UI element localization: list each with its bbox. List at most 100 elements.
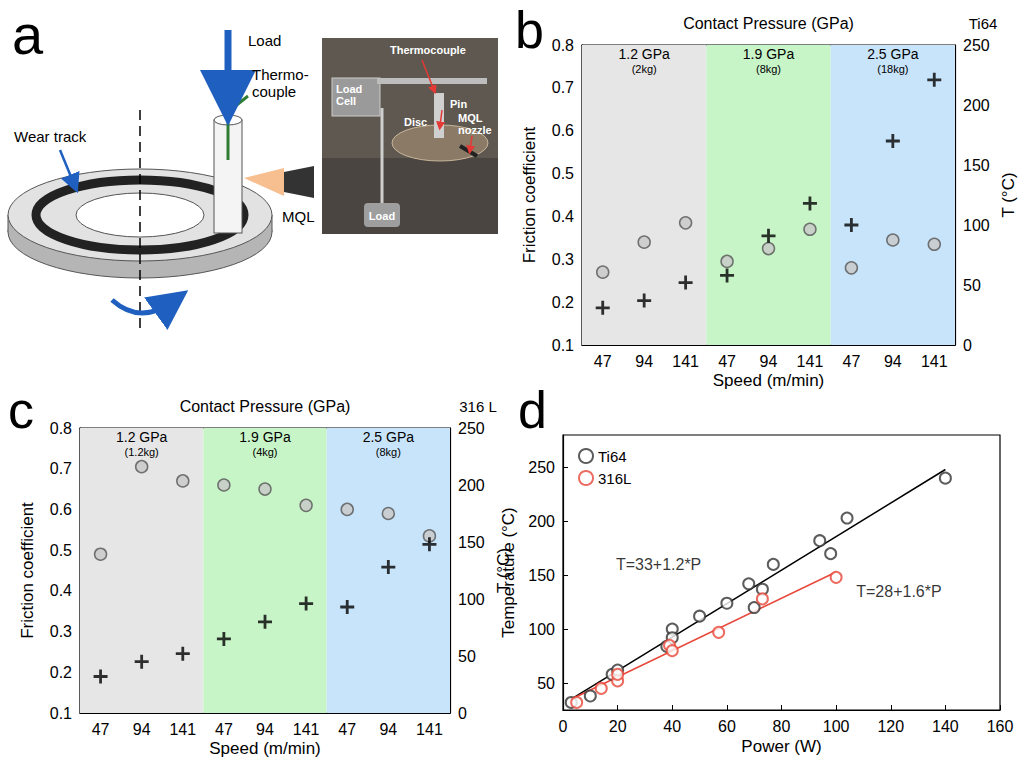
svg-text:0: 0 bbox=[458, 705, 467, 722]
svg-text:(8kg): (8kg) bbox=[376, 446, 401, 458]
svg-text:Load: Load bbox=[369, 210, 395, 222]
svg-text:50: 50 bbox=[963, 277, 981, 294]
svg-text:200: 200 bbox=[963, 97, 990, 114]
svg-text:120: 120 bbox=[877, 718, 904, 735]
svg-text:141: 141 bbox=[416, 721, 443, 738]
svg-text:Pin: Pin bbox=[450, 98, 467, 110]
svg-text:b: b bbox=[515, 1, 544, 59]
svg-text:Thermocouple: Thermocouple bbox=[390, 44, 466, 56]
svg-text:0.6: 0.6 bbox=[552, 122, 574, 139]
svg-text:100: 100 bbox=[823, 718, 850, 735]
svg-text:47: 47 bbox=[92, 721, 110, 738]
svg-text:141: 141 bbox=[672, 353, 699, 370]
svg-text:1.9 GPa: 1.9 GPa bbox=[239, 429, 291, 445]
svg-text:0.5: 0.5 bbox=[552, 165, 574, 182]
svg-text:T (°C): T (°C) bbox=[999, 172, 1018, 217]
svg-text:100: 100 bbox=[458, 591, 485, 608]
svg-text:20: 20 bbox=[609, 718, 627, 735]
svg-text:1.2 GPa: 1.2 GPa bbox=[116, 429, 168, 445]
svg-text:141: 141 bbox=[921, 353, 948, 370]
svg-text:(8kg): (8kg) bbox=[756, 63, 781, 75]
svg-text:141: 141 bbox=[169, 721, 196, 738]
svg-text:250: 250 bbox=[528, 459, 555, 476]
svg-text:d: d bbox=[518, 381, 547, 439]
svg-text:Friction coefficient: Friction coefficient bbox=[18, 502, 37, 639]
svg-text:140: 140 bbox=[932, 718, 959, 735]
svg-text:150: 150 bbox=[963, 157, 990, 174]
svg-text:100: 100 bbox=[528, 621, 555, 638]
svg-text:47: 47 bbox=[718, 353, 736, 370]
svg-text:160: 160 bbox=[987, 718, 1014, 735]
svg-text:141: 141 bbox=[797, 353, 824, 370]
svg-text:Power (W): Power (W) bbox=[741, 737, 821, 756]
svg-text:100: 100 bbox=[963, 217, 990, 234]
svg-text:47: 47 bbox=[338, 721, 356, 738]
svg-text:Load: Load bbox=[248, 32, 281, 49]
svg-text:0.7: 0.7 bbox=[552, 79, 574, 96]
svg-text:a: a bbox=[12, 3, 44, 66]
svg-text:0.2: 0.2 bbox=[50, 664, 72, 681]
svg-text:94: 94 bbox=[884, 353, 902, 370]
svg-text:2.5 GPa: 2.5 GPa bbox=[867, 46, 919, 62]
svg-text:Thermo-couple: Thermo-couple bbox=[252, 66, 309, 100]
svg-text:0.5: 0.5 bbox=[50, 542, 72, 559]
svg-text:0.1: 0.1 bbox=[552, 337, 574, 354]
svg-text:0.1: 0.1 bbox=[50, 705, 72, 722]
svg-text:(4kg): (4kg) bbox=[252, 446, 277, 458]
svg-text:0.2: 0.2 bbox=[552, 294, 574, 311]
svg-text:250: 250 bbox=[458, 420, 485, 437]
svg-text:Contact Pressure (GPa): Contact Pressure (GPa) bbox=[683, 15, 854, 32]
svg-text:Wear track: Wear track bbox=[14, 128, 87, 145]
svg-text:94: 94 bbox=[760, 353, 778, 370]
svg-text:141: 141 bbox=[293, 721, 320, 738]
svg-text:Ti64: Ti64 bbox=[598, 448, 627, 465]
svg-text:1.9 GPa: 1.9 GPa bbox=[743, 46, 795, 62]
svg-text:Speed (m/min): Speed (m/min) bbox=[209, 739, 320, 758]
svg-text:Speed (m/min): Speed (m/min) bbox=[713, 371, 824, 390]
svg-text:0.3: 0.3 bbox=[552, 251, 574, 268]
svg-text:94: 94 bbox=[635, 353, 653, 370]
svg-text:0.7: 0.7 bbox=[50, 460, 72, 477]
svg-text:40: 40 bbox=[663, 718, 681, 735]
svg-text:(18kg): (18kg) bbox=[877, 63, 908, 75]
svg-text:0.6: 0.6 bbox=[50, 501, 72, 518]
svg-text:MQL: MQL bbox=[282, 208, 315, 225]
svg-text:(1.2kg): (1.2kg) bbox=[125, 446, 159, 458]
svg-text:200: 200 bbox=[528, 513, 555, 530]
svg-text:T=33+1.2*P: T=33+1.2*P bbox=[616, 556, 701, 573]
svg-text:Friction coefficient: Friction coefficient bbox=[520, 126, 539, 263]
svg-text:47: 47 bbox=[842, 353, 860, 370]
svg-text:Disc: Disc bbox=[404, 116, 427, 128]
svg-text:Contact Pressure (GPa): Contact Pressure (GPa) bbox=[180, 398, 351, 415]
svg-text:94: 94 bbox=[133, 721, 151, 738]
svg-text:Temperature (°C): Temperature (°C) bbox=[499, 507, 518, 638]
svg-text:200: 200 bbox=[458, 477, 485, 494]
svg-text:0.8: 0.8 bbox=[50, 420, 72, 437]
svg-text:94: 94 bbox=[256, 721, 274, 738]
svg-text:60: 60 bbox=[718, 718, 736, 735]
svg-text:150: 150 bbox=[528, 567, 555, 584]
svg-text:T=28+1.6*P: T=28+1.6*P bbox=[856, 583, 941, 600]
svg-text:47: 47 bbox=[215, 721, 233, 738]
svg-text:316L: 316L bbox=[598, 470, 631, 487]
svg-text:80: 80 bbox=[773, 718, 791, 735]
svg-text:150: 150 bbox=[458, 534, 485, 551]
svg-text:Ti64: Ti64 bbox=[969, 15, 998, 32]
svg-text:0.4: 0.4 bbox=[50, 582, 72, 599]
svg-text:94: 94 bbox=[379, 721, 397, 738]
svg-text:0: 0 bbox=[559, 718, 568, 735]
svg-text:c: c bbox=[8, 381, 34, 439]
svg-text:316 L: 316 L bbox=[459, 398, 497, 415]
svg-text:0.3: 0.3 bbox=[50, 623, 72, 640]
svg-text:(2kg): (2kg) bbox=[632, 63, 657, 75]
svg-text:0.8: 0.8 bbox=[552, 37, 574, 54]
svg-text:1.2 GPa: 1.2 GPa bbox=[618, 46, 670, 62]
svg-text:LoadCell: LoadCell bbox=[336, 83, 362, 107]
svg-text:47: 47 bbox=[594, 353, 612, 370]
svg-text:50: 50 bbox=[458, 648, 476, 665]
svg-text:50: 50 bbox=[537, 675, 555, 692]
svg-text:0: 0 bbox=[963, 337, 972, 354]
svg-text:0.4: 0.4 bbox=[552, 208, 574, 225]
svg-text:2.5 GPa: 2.5 GPa bbox=[363, 429, 415, 445]
svg-text:250: 250 bbox=[963, 37, 990, 54]
